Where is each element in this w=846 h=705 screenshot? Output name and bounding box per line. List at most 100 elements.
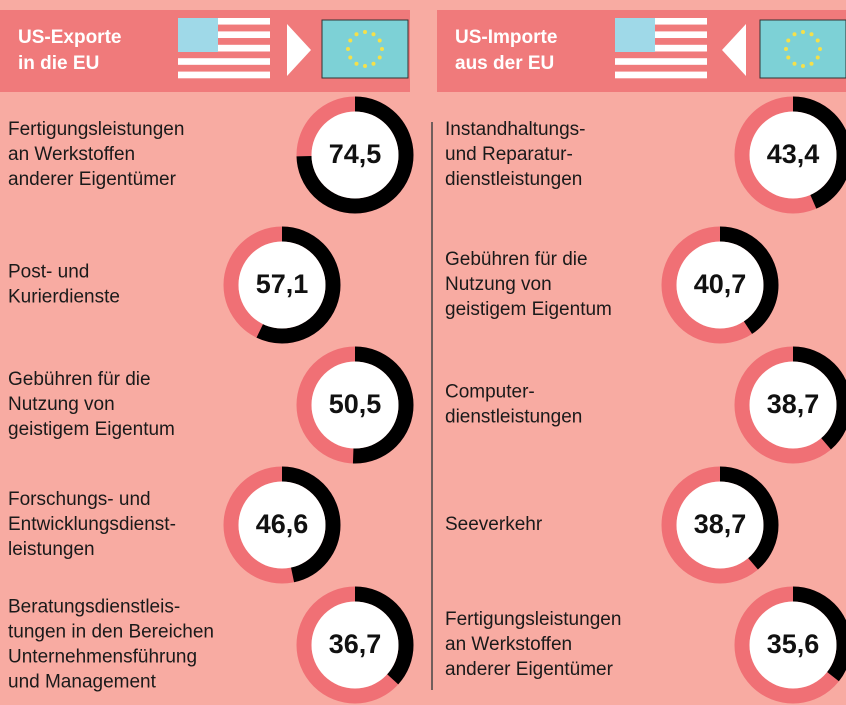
flag-stripe: [178, 31, 270, 39]
flag-stripe: [615, 24, 707, 32]
donut-hole: [676, 481, 764, 569]
category-label: anderer Eigentümer: [8, 169, 177, 190]
flag-star: [815, 38, 820, 43]
eu-flag: [759, 19, 846, 79]
flag-star: [354, 61, 359, 66]
category-label: und Reparatur-: [445, 144, 573, 165]
flag-field: [321, 19, 409, 79]
donut-hole: [749, 361, 837, 449]
value-label: 46,6: [256, 509, 309, 539]
flag-stripe: [615, 51, 707, 59]
panel-title: aus der EU: [455, 53, 554, 74]
donut-hole: [238, 241, 326, 329]
donut-arc: [223, 466, 341, 584]
value-label: 38,7: [767, 389, 820, 419]
flag-star: [786, 38, 791, 43]
flag-stripe: [178, 18, 270, 25]
flag-star: [792, 32, 797, 37]
donut-arc: [734, 96, 846, 214]
flag-star: [371, 32, 376, 37]
value-label: 57,1: [256, 269, 309, 299]
category-label: Computer-: [445, 382, 535, 403]
donut-arc: [223, 226, 341, 344]
donut-hole: [676, 241, 764, 329]
donut-hole: [311, 111, 399, 199]
value-label: 35,6: [767, 629, 820, 659]
category-label: Gebühren für die: [445, 249, 588, 270]
panel-title: in die EU: [18, 53, 99, 74]
category-label: Gebühren für die: [8, 369, 151, 390]
category-label: Entwicklungsdienst-: [8, 514, 176, 535]
category-label: an Werkstoffen: [8, 144, 135, 165]
category-label: Kurierdienste: [8, 287, 120, 308]
donut-arc: [734, 586, 846, 704]
category-label: Forschungs- und: [8, 489, 151, 510]
category-label: Post- und: [8, 262, 89, 283]
flag-stripe: [178, 24, 270, 32]
flag-star: [348, 38, 353, 43]
flag-star: [346, 47, 350, 51]
flag-star: [801, 30, 805, 34]
category-label: Seeverkehr: [445, 514, 543, 535]
donut-hole: [311, 361, 399, 449]
value-label: 38,7: [694, 509, 747, 539]
flag-canton: [178, 18, 218, 52]
panel-title: US-Importe: [455, 27, 557, 48]
flag-star: [809, 32, 814, 37]
donut-arc: [296, 586, 414, 704]
flag-stripe: [178, 64, 270, 72]
flag-star: [371, 61, 376, 66]
flag-stripe: [615, 64, 707, 72]
arrow: [287, 24, 311, 76]
flag-star: [354, 32, 359, 37]
flag-star: [363, 30, 367, 34]
category-label: geistigem Eigentum: [8, 419, 175, 440]
category-label: tungen in den Bereichen: [8, 622, 214, 643]
flag-stripe: [615, 31, 707, 39]
donut-arc: [734, 346, 846, 464]
donut-arc: [661, 466, 779, 584]
category-label: dienstleistungen: [445, 169, 582, 190]
flag-stripe: [178, 44, 270, 52]
value-label: 40,7: [694, 269, 747, 299]
flag-star: [815, 55, 820, 60]
value-label: 36,7: [329, 629, 382, 659]
category-label: anderer Eigentümer: [445, 659, 614, 680]
flag-stripe: [615, 44, 707, 52]
us-flag: [178, 18, 270, 79]
donut-hole: [238, 481, 326, 569]
category-label: dienstleistungen: [445, 407, 582, 428]
donut-arc: [296, 96, 414, 214]
value-label: 74,5: [329, 139, 382, 169]
flag-stripe: [615, 38, 707, 45]
flag-star: [801, 64, 805, 68]
flag-stripe: [178, 51, 270, 59]
flag-star: [784, 47, 788, 51]
flag-star: [380, 47, 384, 51]
flag-stripe: [178, 38, 270, 45]
category-label: und Management: [8, 672, 157, 693]
flag-stripe: [178, 71, 270, 79]
donut-arc: [296, 346, 414, 464]
category-label: Fertigungsleistungen: [445, 609, 621, 630]
category-label: leistungen: [8, 539, 95, 560]
donut-hole: [749, 601, 837, 689]
donut-hole: [311, 601, 399, 689]
flag-canton: [615, 18, 655, 52]
eu-flag: [321, 19, 409, 79]
flag-field: [759, 19, 846, 79]
flag-star: [348, 55, 353, 60]
category-label: Beratungsdienstleis-: [8, 597, 180, 618]
flag-stripe: [615, 71, 707, 79]
value-label: 50,5: [329, 389, 382, 419]
flag-star: [809, 61, 814, 66]
flag-star: [786, 55, 791, 60]
category-label: geistigem Eigentum: [445, 299, 612, 320]
flag-star: [792, 61, 797, 66]
category-label: Fertigungsleistungen: [8, 119, 184, 140]
flag-star: [363, 64, 367, 68]
panel-title: US-Exporte: [18, 27, 121, 48]
category-label: Unternehmensführung: [8, 647, 197, 668]
